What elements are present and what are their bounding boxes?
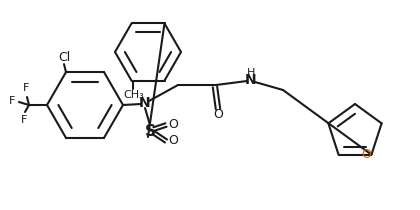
Text: F: F bbox=[9, 96, 15, 106]
Text: O: O bbox=[168, 118, 178, 131]
Text: S: S bbox=[144, 123, 155, 139]
Text: O: O bbox=[168, 134, 178, 147]
Text: F: F bbox=[23, 83, 29, 93]
Text: H: H bbox=[247, 68, 255, 78]
Text: CH₃: CH₃ bbox=[123, 90, 144, 100]
Text: O: O bbox=[213, 109, 223, 122]
Text: Cl: Cl bbox=[58, 51, 70, 64]
Text: O: O bbox=[361, 148, 371, 161]
Text: F: F bbox=[21, 115, 27, 125]
Text: N: N bbox=[139, 96, 151, 110]
Text: N: N bbox=[245, 73, 257, 87]
